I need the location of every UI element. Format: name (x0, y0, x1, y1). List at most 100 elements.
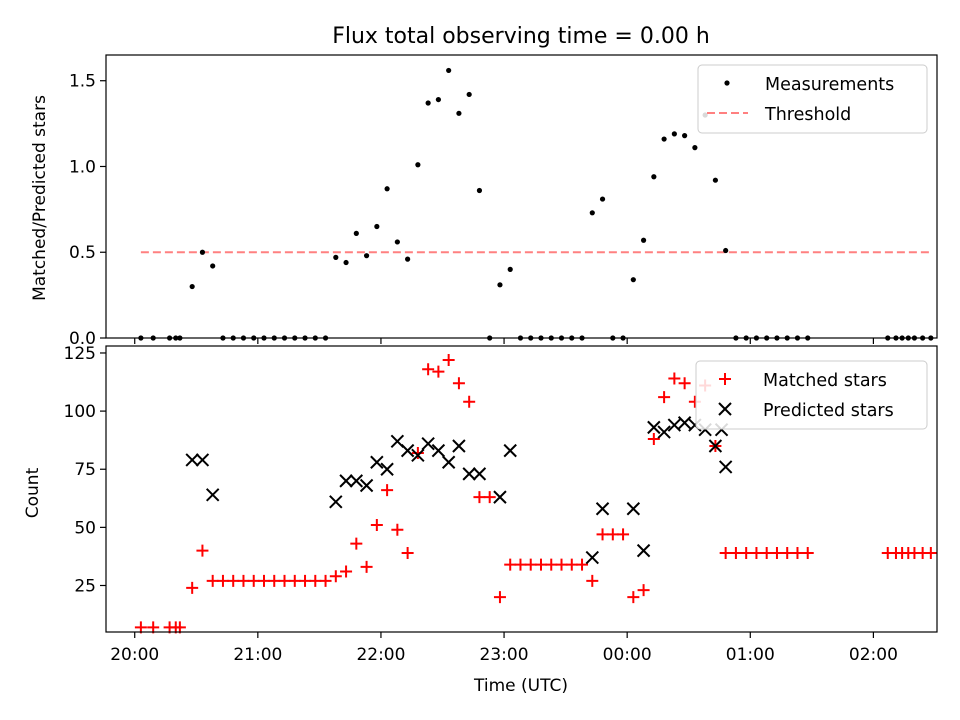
matched-star-marker (196, 544, 209, 557)
predicted-star-marker (400, 443, 415, 458)
ratio-y-tick-label: 0.0 (69, 329, 96, 349)
matched-star-marker (299, 574, 312, 587)
matched-star-marker (483, 491, 496, 504)
measurement-point (476, 187, 483, 194)
ratio-panel: Flux total observing time = 0.00 h Match… (30, 24, 938, 349)
measurement-point (497, 282, 503, 288)
count-y-ticks: 25 50 75 100 125 (64, 344, 106, 596)
count-x-tick-label: 23:00 (480, 645, 529, 665)
count-legend-box (695, 360, 928, 430)
measurement-point (415, 162, 421, 168)
matched-star-marker (134, 621, 147, 634)
matched-star-marker (770, 546, 783, 559)
measurement-point (712, 177, 719, 183)
measurement-point (405, 256, 411, 262)
predicted-star-marker (195, 453, 210, 467)
matched-star-marker (678, 377, 691, 390)
count-panel: Count Time (UTC) 25 50 75 100 125 20:00 21:00… (23, 344, 938, 696)
predicted-star-marker (657, 425, 671, 439)
measurement-point (384, 186, 390, 192)
legend-plus-icon (719, 373, 731, 385)
ratio-y-tick-label: 1.5 (69, 72, 96, 92)
ratio-y-tick-label: 0.5 (69, 243, 96, 263)
measurement-point (507, 266, 513, 272)
measurement-point (189, 283, 195, 290)
matched-star-marker (924, 546, 937, 559)
matched-star-marker (288, 574, 301, 587)
measurement-point (661, 136, 667, 142)
measurement-point (435, 96, 441, 103)
measurement-point (630, 277, 636, 283)
legend-dot-icon (724, 80, 730, 86)
matched-star-marker (524, 558, 537, 571)
predicted-star-marker (472, 467, 487, 481)
matched-star-marker (391, 523, 404, 536)
matched-star-marker (617, 528, 630, 541)
predicted-star-marker (708, 439, 723, 453)
matched-star-marker (493, 591, 506, 604)
matched-star-marker (278, 574, 291, 587)
measurement-point (199, 249, 206, 255)
matched-star-marker (360, 560, 373, 573)
matched-star-marker (268, 574, 281, 587)
count-plot-frame (105, 345, 938, 633)
predicted-star-marker (185, 453, 199, 467)
matched-star-marker (432, 365, 445, 378)
matched-star-marker (381, 484, 394, 497)
ratio-legend: Measurements Threshold (697, 64, 928, 134)
count-y-tick-label: 125 (64, 344, 96, 364)
measurement-point (374, 223, 380, 230)
legend-predicted-label: Predicted stars (763, 401, 894, 421)
predicted-star-marker (493, 490, 507, 504)
matched-star-marker (596, 528, 609, 541)
matched-star-marker (442, 353, 455, 366)
predicted-star-marker (411, 448, 425, 462)
measurement-point (210, 263, 216, 269)
count-y-tick-label: 75 (74, 460, 96, 480)
predicted-star-marker (380, 462, 394, 476)
count-x-tick-label: 21:00 (233, 645, 282, 665)
matched-star-marker (206, 574, 219, 587)
predicted-star-marker (503, 443, 517, 458)
ratio-x-ticks (134, 338, 874, 344)
count-x-axis-label: Time (UTC) (473, 676, 568, 696)
matched-star-marker (586, 574, 599, 587)
matched-star-marker (801, 546, 814, 559)
measurement-point (671, 131, 677, 137)
matched-star-marker (606, 528, 619, 541)
predicted-star-marker (349, 474, 364, 488)
measurement-point (425, 100, 431, 106)
matched-star-marker (504, 558, 517, 571)
count-x-tick-label: 02:00 (849, 645, 898, 665)
matched-star-marker (514, 558, 527, 571)
count-x-tick-label: 00:00 (603, 645, 652, 665)
matched-star-marker (750, 546, 763, 559)
measurement-point (353, 230, 359, 236)
matched-star-marker (216, 574, 229, 587)
measurement-point (343, 259, 349, 266)
ratio-y-tick-label: 1.0 (69, 157, 96, 177)
ratio-y-ticks: 0.0 0.5 1.0 1.5 (69, 72, 106, 349)
legend-matched-label: Matched stars (763, 371, 887, 391)
measurement-point (589, 210, 595, 216)
predicted-star-marker (718, 460, 733, 474)
measurement-point (446, 67, 452, 74)
count-y-tick-label: 50 (74, 518, 96, 538)
predicted-star-marker (441, 455, 456, 469)
matched-star-marker (719, 546, 732, 559)
count-x-tick-label: 22:00 (356, 645, 405, 665)
ratio-legend-box (697, 64, 928, 134)
legend-threshold-label: Threshold (764, 105, 851, 125)
legend-measurements-label: Measurements (765, 75, 894, 95)
matched-star-marker (370, 519, 383, 532)
matched-star-marker (668, 372, 681, 385)
matched-star-marker (565, 558, 578, 571)
measurement-point (394, 239, 400, 245)
predicted-star-marker (636, 543, 651, 558)
count-x-tick-label: 01:00 (726, 645, 775, 665)
measurement-point (640, 237, 647, 243)
measurement-point (692, 145, 698, 151)
matched-star-marker (473, 491, 486, 504)
predicted-star-marker (585, 550, 599, 565)
matched-star-marker (422, 363, 435, 376)
